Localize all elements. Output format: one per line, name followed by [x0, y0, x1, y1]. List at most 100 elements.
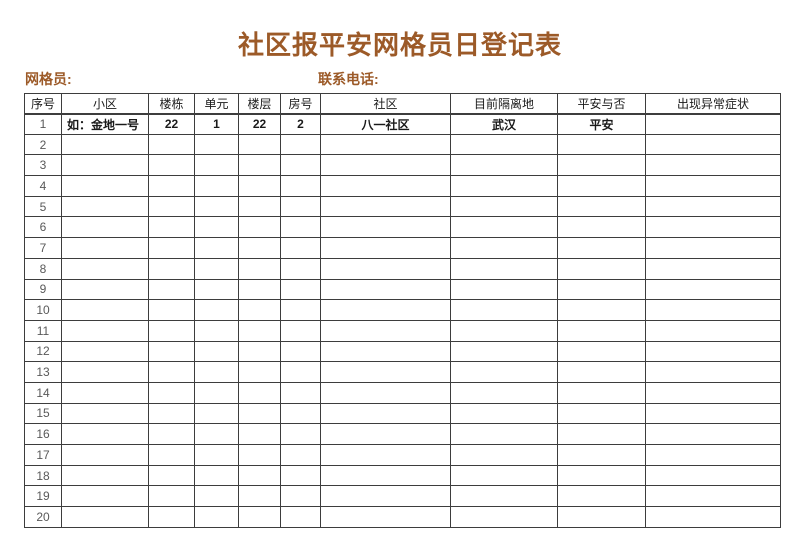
- table-cell: [194, 237, 239, 259]
- table-row: 11: [24, 319, 781, 342]
- table-cell: [450, 278, 558, 301]
- header-cell-serial: 序号: [24, 93, 62, 115]
- table-cell: [450, 133, 558, 156]
- serial-cell: 10: [24, 299, 62, 321]
- table-cell: [450, 195, 558, 218]
- table-cell: [645, 423, 781, 445]
- table-cell: [61, 319, 149, 342]
- table-cell: [557, 381, 646, 404]
- table-cell: [280, 195, 321, 218]
- table-cell: [557, 423, 646, 445]
- table-cell: [320, 464, 451, 487]
- table-cell: [61, 464, 149, 487]
- table-cell: [194, 361, 239, 383]
- table-cell: [61, 278, 149, 301]
- table-cell: [645, 485, 781, 508]
- table-cell: [194, 257, 239, 280]
- table-cell: [645, 464, 781, 487]
- table-row: 5: [24, 195, 781, 218]
- table-cell: [645, 506, 781, 528]
- table-row: 9: [24, 278, 781, 301]
- table-row: 18: [24, 464, 781, 487]
- table-row: 17: [24, 444, 781, 466]
- table-cell: [450, 423, 558, 445]
- table-cell: [148, 340, 195, 363]
- table-cell: [148, 402, 195, 425]
- table-cell: [645, 361, 781, 383]
- table-cell: [238, 299, 281, 321]
- table-cell: [238, 278, 281, 301]
- table-cell: [320, 402, 451, 425]
- table-cell: [645, 402, 781, 425]
- serial-cell: 12: [24, 340, 62, 363]
- header-cell-building: 楼栋: [148, 93, 195, 115]
- table-cell: [645, 154, 781, 177]
- table-row: 4: [24, 175, 781, 197]
- table-cell: [194, 464, 239, 487]
- table-cell: [320, 319, 451, 342]
- table-cell: [320, 444, 451, 466]
- header-cell-safe-status: 平安与否: [557, 93, 646, 115]
- table-cell: [450, 402, 558, 425]
- table-cell: [280, 278, 321, 301]
- table-cell: [645, 237, 781, 259]
- table-cell: [557, 133, 646, 156]
- table-cell: [61, 237, 149, 259]
- table-cell: [148, 237, 195, 259]
- table-cell: [194, 423, 239, 445]
- table-cell: [450, 237, 558, 259]
- table-cell: [194, 195, 239, 218]
- table-cell: [61, 195, 149, 218]
- table-cell: [320, 361, 451, 383]
- table-cell: [61, 154, 149, 177]
- table-cell: [61, 175, 149, 197]
- table-cell: [238, 175, 281, 197]
- table-cell: [61, 381, 149, 404]
- table-row: 15: [24, 402, 781, 425]
- header-cell-unit: 单元: [194, 93, 239, 115]
- table-cell: [557, 175, 646, 197]
- table-cell: [148, 319, 195, 342]
- table-cell: [450, 381, 558, 404]
- table-cell: [194, 506, 239, 528]
- serial-cell: 19: [24, 485, 62, 508]
- table-cell: 2: [280, 113, 321, 135]
- table-cell: [645, 340, 781, 363]
- serial-cell: 15: [24, 402, 62, 425]
- table-cell: [320, 237, 451, 259]
- table-cell: [280, 485, 321, 508]
- table-row: 10: [24, 299, 781, 321]
- table-cell: [238, 133, 281, 156]
- table-cell: [557, 319, 646, 342]
- table-cell: 武汉: [450, 113, 558, 135]
- table-row: 12: [24, 340, 781, 363]
- table-cell: [194, 444, 239, 466]
- table-cell: [61, 485, 149, 508]
- table-cell: [238, 257, 281, 280]
- table-cell: [450, 319, 558, 342]
- table-cell: [61, 133, 149, 156]
- table-cell: [194, 485, 239, 508]
- table-cell: [148, 195, 195, 218]
- table-cell: [61, 361, 149, 383]
- table-cell: [320, 299, 451, 321]
- table-cell: [450, 216, 558, 239]
- table-cell: [320, 485, 451, 508]
- table-cell: [645, 113, 781, 135]
- table-cell: [194, 402, 239, 425]
- table-cell: [557, 485, 646, 508]
- table-cell: [320, 278, 451, 301]
- serial-cell: 3: [24, 154, 62, 177]
- table-cell: [320, 381, 451, 404]
- table-cell: [450, 464, 558, 487]
- table-cell: [450, 257, 558, 280]
- table-cell: 平安: [557, 113, 646, 135]
- table-cell: [280, 402, 321, 425]
- table-cell: [557, 299, 646, 321]
- registration-table: 序号 小区 楼栋 单元 楼层 房号 社区 目前隔离地 平安与否 出现异常症状 1…: [24, 93, 781, 528]
- serial-cell: 11: [24, 319, 62, 342]
- header-cell-district: 社区: [320, 93, 451, 115]
- table-cell: [148, 278, 195, 301]
- table-cell: [320, 133, 451, 156]
- table-cell: [61, 340, 149, 363]
